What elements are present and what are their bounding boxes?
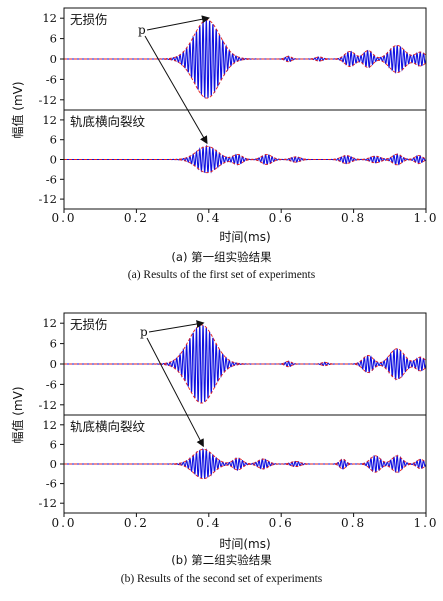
peak-marker-label: p bbox=[140, 325, 148, 339]
y-tick-label: -12 bbox=[38, 496, 57, 510]
caption-a-en: (a) Results of the first set of experime… bbox=[127, 269, 316, 281]
panel-1: 12 6 0 -6 -12 轨底横向裂纹 bbox=[38, 113, 427, 206]
envelope-lower-line bbox=[64, 58, 427, 99]
envelope-lower-line bbox=[64, 463, 427, 480]
y-tick-label: -6 bbox=[46, 377, 57, 391]
caption-b-en: (b) Results of the second set of experim… bbox=[120, 573, 323, 585]
envelope-lower-line bbox=[64, 159, 427, 174]
peak-arrow bbox=[146, 337, 204, 448]
y-tick-label: 0 bbox=[50, 153, 57, 167]
y-tick-label: 12 bbox=[42, 11, 57, 25]
y-tick-label: 12 bbox=[42, 113, 57, 127]
peak-arrow bbox=[146, 15, 210, 31]
panel-label: 无损伤 bbox=[70, 12, 108, 27]
y-tick-label: 6 bbox=[50, 133, 57, 147]
x-tick-label: 1.0 bbox=[413, 211, 438, 225]
x-tick-label: 0.2 bbox=[124, 516, 149, 530]
y-tick-label: -12 bbox=[38, 93, 57, 107]
y-tick-label: 6 bbox=[50, 437, 57, 451]
peak-arrow bbox=[148, 320, 205, 333]
signal-line bbox=[64, 325, 427, 404]
caption-b-zh: (b) 第二组实验结果 bbox=[171, 553, 272, 567]
panel-label: 无损伤 bbox=[70, 317, 108, 332]
y-axis-label: 幅值 (mV) bbox=[10, 81, 25, 138]
plot-frame bbox=[63, 7, 427, 210]
x-tick-label: 0.0 bbox=[51, 211, 76, 225]
y-axis-label: 幅值 (mV) bbox=[10, 386, 25, 443]
x-tick-label: 0.6 bbox=[269, 516, 294, 530]
peak-arrow bbox=[144, 35, 208, 145]
y-tick-label: -6 bbox=[46, 172, 57, 186]
y-tick-label: 0 bbox=[50, 457, 57, 471]
signal-line bbox=[64, 144, 427, 174]
envelope-lower-line bbox=[64, 363, 427, 404]
x-axis-label: 时间(ms) bbox=[219, 537, 270, 551]
x-tick-label: 0.4 bbox=[196, 211, 221, 225]
y-tick-label: -6 bbox=[46, 477, 57, 491]
x-tick-label: 0.8 bbox=[341, 211, 366, 225]
x-tick-label: 0.6 bbox=[269, 211, 294, 225]
y-tick-label: -6 bbox=[46, 72, 57, 86]
y-tick-label: 12 bbox=[42, 418, 57, 432]
panel-3: 12 6 0 -6 -12 轨底横向裂纹 bbox=[38, 418, 427, 510]
caption-a-zh: (a) 第一组实验结果 bbox=[171, 250, 272, 264]
y-tick-label: 6 bbox=[50, 337, 57, 351]
y-tick-label: 0 bbox=[50, 52, 57, 66]
x-tick-label: 0.4 bbox=[196, 516, 221, 530]
y-tick-label: -12 bbox=[38, 398, 57, 412]
y-tick-label: 6 bbox=[50, 32, 57, 46]
peak-marker-label: p bbox=[138, 23, 146, 37]
y-tick-label: 0 bbox=[50, 357, 57, 371]
x-tick-label: 0.0 bbox=[51, 516, 76, 530]
signal-line bbox=[64, 447, 427, 480]
plot-frame bbox=[63, 312, 427, 514]
panel-2: 12 6 0 -6 -12 无损伤 bbox=[38, 316, 427, 412]
panel-label: 轨底横向裂纹 bbox=[70, 419, 146, 434]
y-tick-label: 12 bbox=[42, 316, 57, 330]
x-tick-label: 0.8 bbox=[341, 516, 366, 530]
panel-0: 12 6 0 -6 -12 无损伤 bbox=[38, 11, 427, 107]
x-tick-label: 1.0 bbox=[413, 516, 438, 530]
x-axis-label: 时间(ms) bbox=[219, 230, 270, 244]
signal-line bbox=[64, 20, 427, 99]
panel-label: 轨底横向裂纹 bbox=[70, 114, 146, 129]
x-tick-label: 0.2 bbox=[124, 211, 149, 225]
y-tick-label: -12 bbox=[38, 192, 57, 206]
